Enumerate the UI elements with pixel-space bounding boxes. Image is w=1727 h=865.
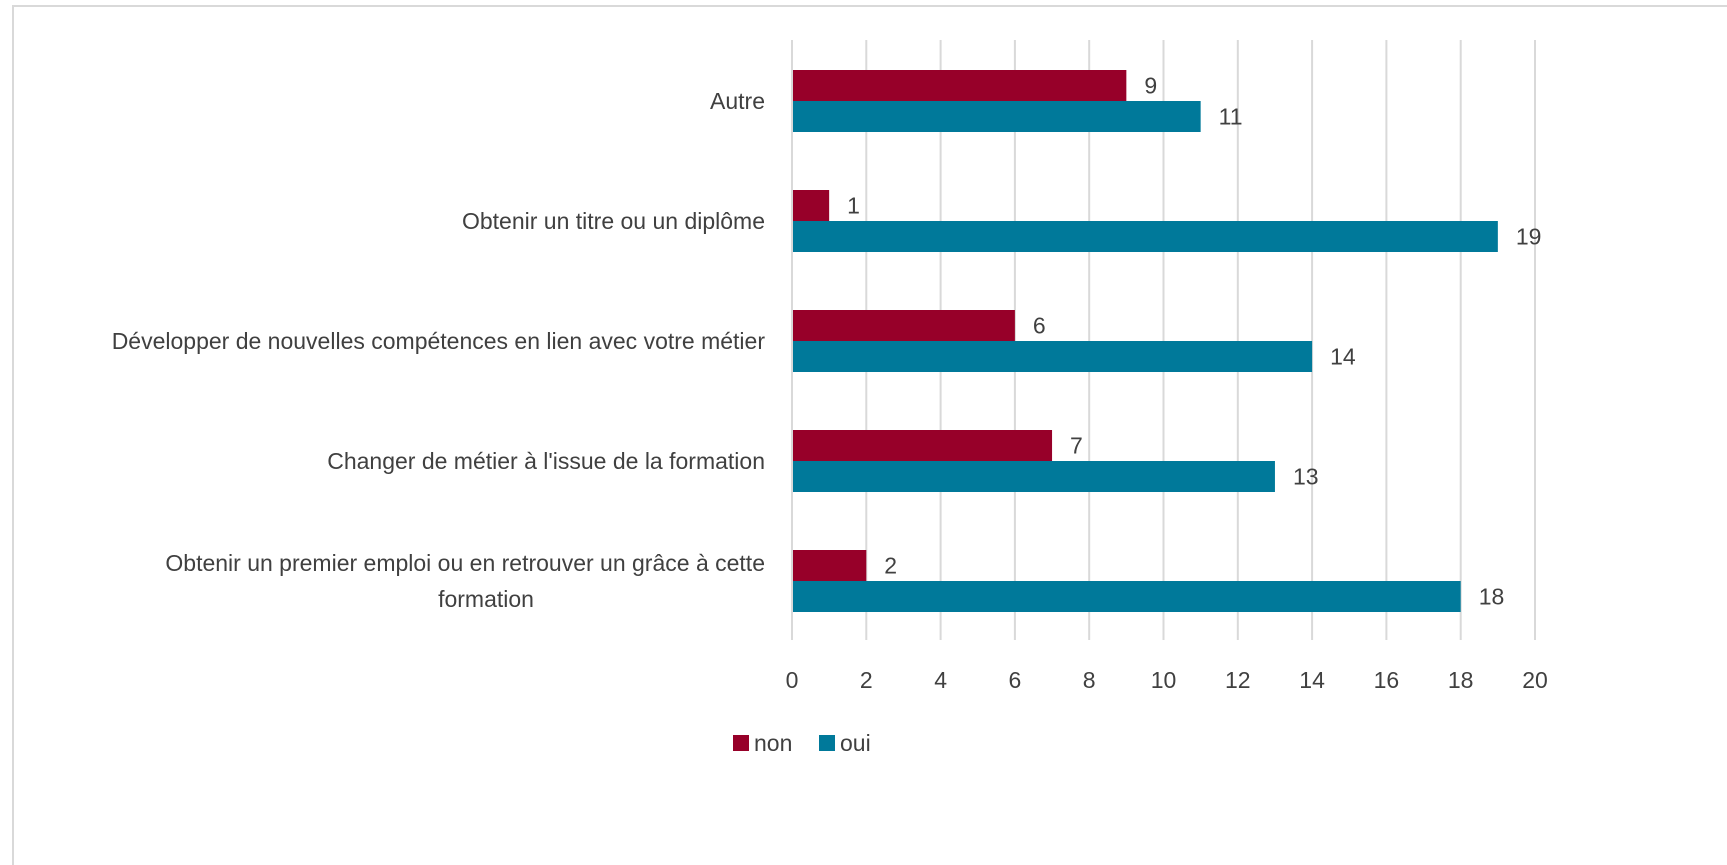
data-label-oui: 18 [1479, 584, 1505, 610]
data-label-non: 1 [847, 193, 860, 219]
bar-oui [792, 101, 1201, 132]
bar-oui [792, 341, 1313, 372]
x-tick-label: 20 [1522, 667, 1548, 693]
legend-label-non: non [754, 730, 792, 756]
x-tick-label: 4 [934, 667, 947, 693]
bar-oui [792, 461, 1275, 492]
data-label-non: 2 [884, 553, 897, 579]
bar-oui [792, 581, 1461, 612]
bar-oui [792, 221, 1498, 252]
category-label: Autre [710, 88, 765, 114]
data-label-oui: 14 [1330, 344, 1356, 370]
bar-non [792, 190, 830, 221]
data-label-non: 7 [1070, 433, 1083, 459]
x-tick-label: 0 [786, 667, 799, 693]
x-tick-label: 18 [1448, 667, 1474, 693]
bar-non [792, 310, 1015, 341]
category-label: Changer de métier à l'issue de la format… [327, 448, 765, 474]
category-label: Obtenir un titre ou un diplôme [462, 208, 765, 234]
category-label: formation [438, 586, 534, 612]
category-label: Obtenir un premier emploi ou en retrouve… [165, 550, 765, 576]
x-tick-label: 16 [1374, 667, 1400, 693]
bar-non [792, 550, 867, 581]
bar-non [792, 70, 1127, 101]
x-tick-label: 14 [1299, 667, 1325, 693]
data-label-non: 9 [1144, 73, 1157, 99]
legend-label-oui: oui [840, 730, 871, 756]
x-tick-label: 2 [860, 667, 873, 693]
category-label: Développer de nouvelles compétences en l… [112, 328, 766, 354]
x-tick-label: 10 [1151, 667, 1177, 693]
x-tick-label: 12 [1225, 667, 1251, 693]
chart-frame [12, 5, 1727, 865]
x-tick-label: 8 [1083, 667, 1096, 693]
x-tick-label: 6 [1009, 667, 1022, 693]
data-label-oui: 11 [1219, 104, 1243, 130]
legend-swatch-non [733, 735, 749, 751]
legend-swatch-oui [819, 735, 835, 751]
data-label-oui: 13 [1293, 464, 1319, 490]
bar-non [792, 430, 1053, 461]
data-label-oui: 19 [1516, 224, 1542, 250]
data-label-non: 6 [1033, 313, 1046, 339]
